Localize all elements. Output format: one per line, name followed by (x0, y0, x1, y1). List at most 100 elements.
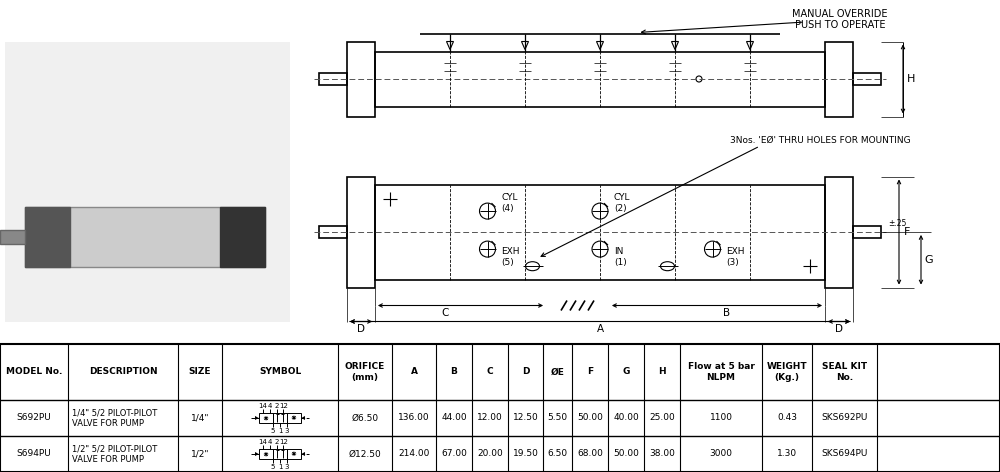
Bar (273, 449, 287, 459)
Text: 67.00: 67.00 (441, 449, 467, 458)
Bar (259, 413, 273, 423)
Text: 12: 12 (279, 439, 288, 445)
Text: Ø6.50: Ø6.50 (351, 413, 379, 422)
Text: S694PU: S694PU (17, 449, 51, 458)
Text: Ø12.50: Ø12.50 (349, 449, 381, 458)
Text: D: D (357, 325, 365, 335)
Text: F: F (587, 368, 593, 377)
Polygon shape (522, 42, 528, 50)
Text: A: A (596, 325, 604, 335)
Text: SKS694PU: SKS694PU (821, 449, 868, 458)
Bar (825, 177, 853, 287)
Text: C: C (487, 368, 493, 377)
Text: 14: 14 (258, 439, 267, 445)
Text: B: B (723, 309, 731, 319)
Bar (220, 207, 265, 267)
Text: 5: 5 (271, 428, 275, 434)
Bar (825, 42, 853, 117)
Text: 1.30: 1.30 (777, 449, 797, 458)
Text: 214.00: 214.00 (398, 449, 430, 458)
Text: 2: 2 (274, 403, 279, 409)
Text: A: A (411, 368, 418, 377)
Bar (319, 73, 347, 85)
Bar (853, 73, 881, 85)
Bar (259, 449, 273, 459)
Text: 12: 12 (279, 403, 288, 409)
Text: ORIFICE
(mm): ORIFICE (mm) (345, 362, 385, 382)
Text: 19.50: 19.50 (513, 449, 538, 458)
Bar (25, 207, 70, 267)
Text: 136.00: 136.00 (398, 413, 430, 422)
Bar (347, 42, 375, 117)
Text: CYL
(4): CYL (4) (502, 194, 518, 213)
Polygon shape (255, 452, 259, 456)
Text: G: G (925, 255, 933, 265)
Bar (287, 413, 301, 423)
Text: 3Nos. 'EØ' THRU HOLES FOR MOUNTING: 3Nos. 'EØ' THRU HOLES FOR MOUNTING (730, 135, 910, 144)
Polygon shape (596, 42, 604, 50)
Polygon shape (301, 416, 305, 420)
Text: EXH
(3): EXH (3) (726, 247, 745, 267)
Text: 1/4": 1/4" (191, 413, 209, 422)
Text: 4: 4 (267, 403, 272, 409)
Text: 5.50: 5.50 (547, 413, 568, 422)
Text: 5: 5 (271, 464, 275, 470)
Text: EXH
(5): EXH (5) (502, 247, 520, 267)
Bar (375, 51, 825, 107)
Text: Flow at 5 bar
NLPM: Flow at 5 bar NLPM (688, 362, 754, 382)
Polygon shape (255, 416, 259, 420)
Bar (375, 185, 825, 279)
Text: 1100: 1100 (710, 413, 732, 422)
Text: C: C (442, 309, 449, 319)
Text: 3: 3 (285, 428, 289, 434)
Polygon shape (746, 42, 754, 50)
Text: DESCRIPTION: DESCRIPTION (89, 368, 157, 377)
Text: 25.00: 25.00 (649, 413, 675, 422)
Text: 12.00: 12.00 (477, 413, 503, 422)
Text: 3: 3 (285, 464, 289, 470)
Text: PUSH TO OPERATE: PUSH TO OPERATE (795, 20, 885, 30)
Text: 3000: 3000 (710, 449, 732, 458)
Text: 1/2": 1/2" (191, 449, 209, 458)
Bar (273, 413, 287, 423)
Text: 50.00: 50.00 (613, 449, 639, 458)
Text: 1/4" 5/2 PILOT-PILOT
VALVE FOR PUMP: 1/4" 5/2 PILOT-PILOT VALVE FOR PUMP (72, 408, 157, 428)
Text: D: D (835, 325, 843, 335)
Text: H: H (658, 368, 666, 377)
Bar (0, 344, 1000, 472)
Text: ØE: ØE (551, 368, 564, 377)
Bar (287, 449, 301, 459)
Polygon shape (301, 452, 305, 456)
Text: CYL
(2): CYL (2) (614, 194, 631, 213)
Text: 68.00: 68.00 (577, 449, 603, 458)
Text: 20.00: 20.00 (477, 449, 503, 458)
Text: SEAL KIT
No.: SEAL KIT No. (822, 362, 867, 382)
Text: SKS692PU: SKS692PU (821, 413, 868, 422)
Text: 4: 4 (267, 439, 272, 445)
Text: 1: 1 (278, 428, 282, 434)
Text: IN
(1): IN (1) (614, 247, 627, 267)
Text: SYMBOL: SYMBOL (259, 368, 301, 377)
Polygon shape (446, 42, 454, 50)
Bar (25, 207, 265, 267)
Text: ±.25: ±.25 (888, 219, 906, 228)
Text: H: H (907, 74, 915, 84)
Text: 40.00: 40.00 (613, 413, 639, 422)
Text: G: G (622, 368, 630, 377)
Text: SIZE: SIZE (189, 368, 211, 377)
Text: 14: 14 (258, 403, 267, 409)
Text: MODEL No.: MODEL No. (6, 368, 62, 377)
Text: 12.50: 12.50 (513, 413, 538, 422)
Text: MANUAL OVERRIDE: MANUAL OVERRIDE (792, 9, 888, 19)
Polygon shape (672, 42, 678, 50)
Text: 50.00: 50.00 (577, 413, 603, 422)
Text: 44.00: 44.00 (441, 413, 467, 422)
Bar (853, 226, 881, 238)
Text: 0.43: 0.43 (777, 413, 797, 422)
Text: F: F (904, 227, 910, 237)
Text: D: D (522, 368, 529, 377)
Text: 1: 1 (278, 464, 282, 470)
Text: 38.00: 38.00 (649, 449, 675, 458)
Text: 6.50: 6.50 (547, 449, 568, 458)
Bar (0, 230, 25, 244)
